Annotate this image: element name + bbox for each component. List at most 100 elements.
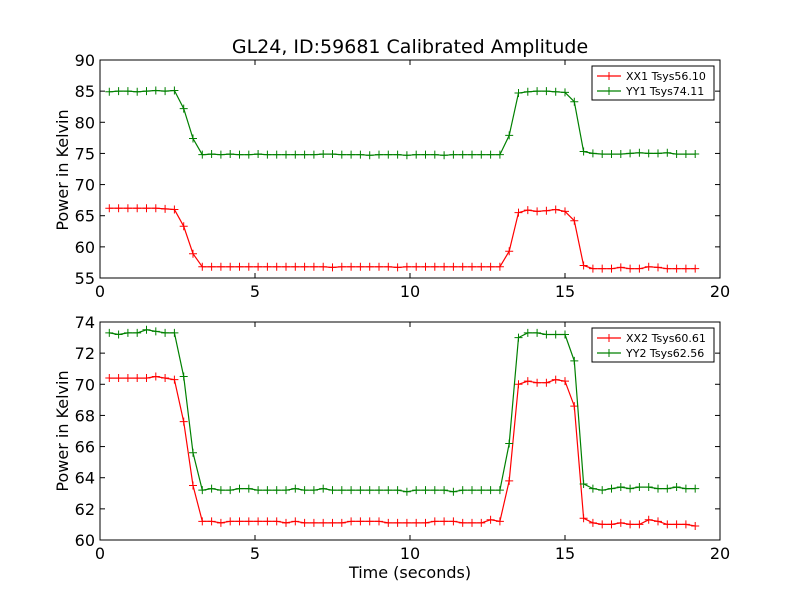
top-chart-data-point bbox=[570, 216, 579, 225]
bottom-chart-data-point bbox=[495, 486, 504, 495]
bottom-chart-data-point bbox=[300, 486, 309, 495]
top-chart-data-point bbox=[170, 205, 179, 214]
top-chart-data-point bbox=[226, 150, 235, 159]
top-chart-data-point bbox=[272, 150, 281, 159]
top-chart-data-point bbox=[123, 204, 132, 213]
bottom-chart-data-point bbox=[430, 517, 439, 526]
bottom-chart-data-point bbox=[309, 518, 318, 527]
top-chart-data-point bbox=[561, 207, 569, 216]
top-chart-data-point bbox=[486, 262, 495, 271]
top-chart-data-point bbox=[421, 262, 430, 271]
bottom-chart-data-point bbox=[412, 486, 421, 495]
top-chart-data-point bbox=[681, 264, 690, 273]
top-chart-data-point bbox=[495, 150, 504, 159]
top-chart-data-point bbox=[365, 262, 374, 271]
top-chart-data-point bbox=[579, 261, 588, 270]
top-chart-data-point bbox=[105, 87, 114, 96]
bottom-chart-data-point bbox=[449, 487, 458, 496]
bottom-chart-data-point bbox=[133, 374, 142, 383]
top-chart-data-point bbox=[263, 150, 272, 159]
top-chart-data-point bbox=[263, 262, 272, 271]
bottom-chart-data-point bbox=[254, 486, 263, 495]
bottom-chart-data-point bbox=[356, 517, 365, 526]
top-chart-legend: XX1 Tsys56.10 YY1 Tsys74.11 bbox=[591, 65, 715, 101]
top-chart-data-point bbox=[523, 206, 532, 215]
top-chart-data-point bbox=[133, 87, 142, 96]
bottom-chart-data-point bbox=[505, 439, 514, 448]
bottom-chart-data-point bbox=[579, 514, 588, 523]
bottom-chart-y-tick-label: 60 bbox=[75, 531, 95, 550]
top-chart-data-point bbox=[337, 262, 346, 271]
top-chart-data-point bbox=[449, 262, 458, 271]
bottom-chart-data-point bbox=[523, 377, 532, 386]
top-chart-data-point bbox=[319, 150, 328, 159]
top-chart-data-point bbox=[672, 150, 681, 159]
top-chart-data-point bbox=[189, 249, 197, 258]
top-chart-data-point bbox=[421, 150, 430, 159]
top-chart-data-point bbox=[328, 263, 337, 272]
bottom-chart-data-point bbox=[393, 518, 402, 527]
top-chart-data-point bbox=[170, 86, 179, 95]
bottom-chart-data-point bbox=[430, 486, 439, 495]
bottom-chart-data-point bbox=[616, 518, 625, 527]
top-chart-data-point bbox=[105, 204, 114, 213]
bottom-chart-data-point bbox=[412, 518, 421, 527]
top-chart-legend-marker bbox=[605, 72, 613, 80]
bottom-chart-data-point bbox=[654, 517, 662, 526]
bottom-chart-data-point bbox=[579, 479, 588, 488]
top-chart-data-point bbox=[458, 150, 467, 159]
bottom-chart-data-point bbox=[347, 486, 356, 495]
top-chart-data-point bbox=[644, 262, 653, 271]
bottom-chart-data-point bbox=[542, 378, 551, 387]
bottom-chart-data-point bbox=[598, 486, 607, 495]
top-chart-data-point bbox=[114, 204, 123, 213]
bottom-chart-data-point bbox=[458, 518, 467, 527]
top-chart-data-point bbox=[133, 204, 142, 213]
top-chart-data-point bbox=[598, 264, 607, 273]
top-chart-data-point bbox=[151, 204, 160, 213]
top-chart-data-point bbox=[505, 131, 514, 140]
bottom-chart-data-point bbox=[663, 520, 672, 529]
bottom-chart-data-point bbox=[216, 486, 225, 495]
bottom-chart-data-point bbox=[375, 517, 383, 526]
bottom-chart-data-point bbox=[421, 486, 430, 495]
bottom-chart-data-point bbox=[347, 517, 356, 526]
top-chart-data-point bbox=[663, 148, 672, 157]
bottom-chart-data-point bbox=[449, 517, 458, 526]
top-chart-data-point bbox=[654, 263, 662, 272]
bottom-chart-data-point bbox=[644, 483, 653, 492]
top-chart-data-point bbox=[495, 262, 504, 271]
bottom-chart-data-point bbox=[114, 330, 123, 339]
bottom-chart-legend-marker bbox=[605, 334, 613, 342]
bottom-chart-data-point bbox=[282, 486, 290, 495]
bottom-chart-data-point bbox=[226, 517, 235, 526]
bottom-chart-x-tick-label: 5 bbox=[250, 544, 260, 563]
bottom-chart-data-point bbox=[681, 520, 690, 529]
bottom-chart-data-point bbox=[189, 448, 197, 457]
top-chart-data-point bbox=[114, 87, 123, 96]
bottom-chart-data-point bbox=[142, 374, 151, 383]
bottom-chart-legend-marker bbox=[605, 349, 613, 357]
top-chart-data-point bbox=[681, 150, 690, 159]
top-chart-data-point bbox=[226, 262, 235, 271]
bottom-chart-data-point bbox=[151, 372, 160, 381]
top-chart-data-point bbox=[626, 149, 635, 158]
bottom-chart-data-point bbox=[328, 518, 337, 527]
top-chart-data-point bbox=[216, 150, 225, 159]
top-chart-data-point bbox=[235, 150, 244, 159]
bottom-chart-data-point bbox=[198, 517, 207, 526]
top-chart-data-point bbox=[384, 150, 393, 159]
top-chart-data-point bbox=[282, 262, 290, 271]
top-chart-data-point bbox=[588, 149, 597, 158]
bottom-chart-data-point bbox=[300, 518, 309, 527]
top-chart-legend-label: YY1 Tsys74.11 bbox=[625, 85, 704, 98]
top-chart-data-point bbox=[477, 262, 486, 271]
top-chart-data-point bbox=[393, 263, 402, 272]
bottom-chart-data-point bbox=[170, 375, 179, 384]
top-chart-data-point bbox=[282, 150, 290, 159]
bottom-chart-data-point bbox=[681, 484, 690, 493]
bottom-chart-data-point bbox=[142, 325, 151, 334]
top-chart-data-point bbox=[254, 150, 263, 159]
top-chart-data-point bbox=[254, 262, 263, 271]
bottom-chart-data-point bbox=[691, 521, 700, 530]
